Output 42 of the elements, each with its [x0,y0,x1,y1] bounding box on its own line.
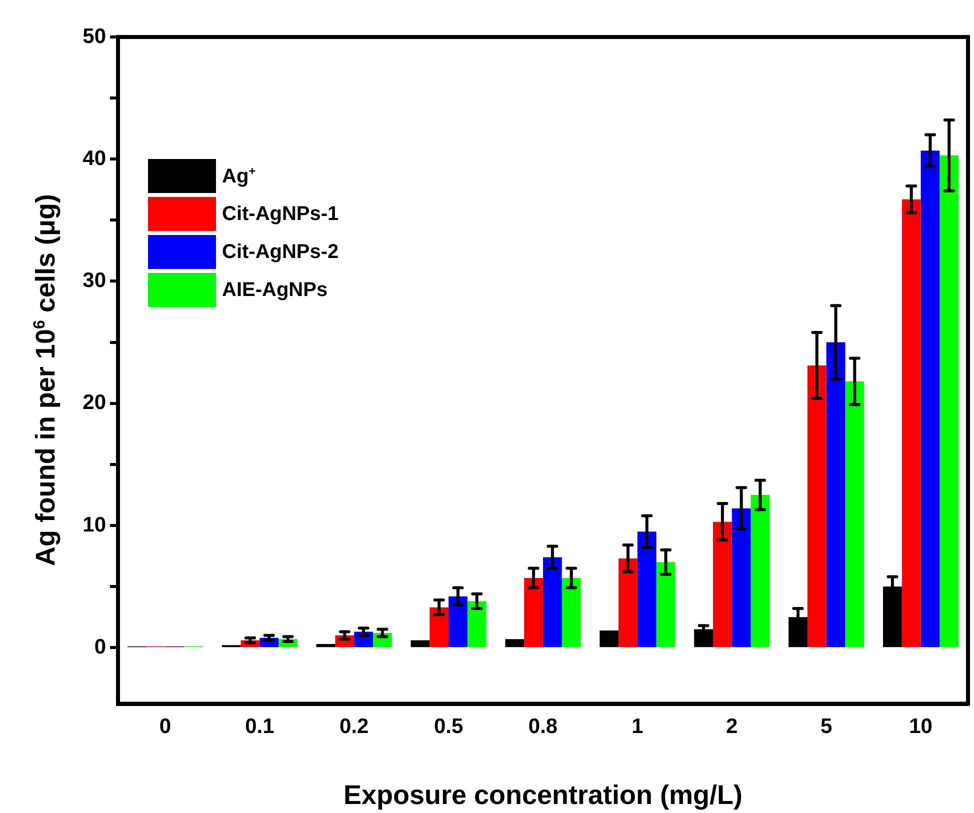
bar [845,381,864,648]
bar [656,562,676,648]
x-tick-label: 0 [159,715,172,738]
bar [826,342,846,648]
bar [505,639,524,648]
bar [807,366,826,648]
bar [410,640,430,648]
y-tick-label: 20 [82,391,106,414]
bar [940,155,959,648]
bar [600,630,619,648]
y-tick-label: 50 [82,24,106,48]
bar [618,558,638,648]
bar [543,557,562,648]
bar [430,607,449,648]
x-tick-label: 2 [726,715,738,738]
bar [524,578,543,648]
y-tick-label: 10 [82,513,106,536]
y-tick-label: 40 [82,146,106,170]
legend-label: AIE-AgNPs [222,278,328,302]
bar [448,596,468,648]
x-tick-label: 0.2 [340,715,369,738]
bar [732,508,751,648]
x-tick-label: 5 [820,715,832,738]
legend-label: Ag$^{+}$ [222,164,256,188]
x-tick-label: 0.5 [434,715,464,738]
x-tick-label: 0.8 [528,715,558,738]
legend-label: Cit-AgNPs-2 [222,240,339,264]
y-tick-label: 30 [82,269,106,292]
x-tick-label: 10 [909,715,932,738]
bar [750,494,770,648]
bar [713,522,732,648]
bar [902,199,921,648]
x-tick-label: 1 [632,715,644,738]
bar [467,601,486,648]
bar [637,532,656,648]
bar [920,150,940,648]
x-tick-label: 0.1 [245,715,275,738]
x-axis-title: Exposure concentration (mg/L) [343,780,743,811]
y-tick-label: 0 [94,635,106,658]
legend-label: Cit-AgNPs-1 [222,202,339,226]
bar [562,578,581,648]
bar [316,644,336,648]
